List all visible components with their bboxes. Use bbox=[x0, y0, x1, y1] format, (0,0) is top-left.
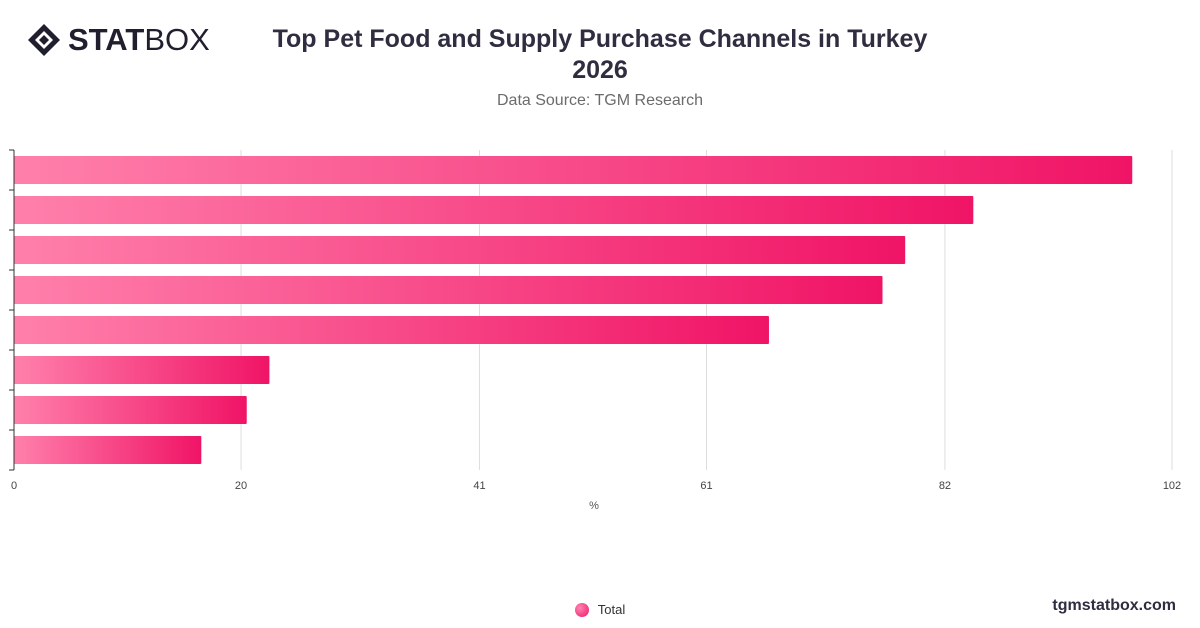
bar-7[interactable] bbox=[14, 396, 247, 424]
x-tick-label-61: 61 bbox=[700, 480, 712, 492]
statbox-diamond-icon bbox=[28, 24, 60, 56]
statbox-logo: STATBOX bbox=[26, 22, 210, 58]
legend-label-total: Total bbox=[597, 602, 626, 617]
bar-5[interactable] bbox=[14, 316, 769, 344]
x-tick-label-20: 20 bbox=[235, 480, 247, 492]
x-tick-label-0: 0 bbox=[11, 480, 17, 492]
chart-title: Top Pet Food and Supply Purchase Channel… bbox=[250, 24, 950, 86]
footer-site-url: tgmstatbox.com bbox=[1052, 597, 1176, 614]
logo-text-light: BOX bbox=[144, 22, 210, 57]
x-tick-label-41: 41 bbox=[473, 480, 485, 492]
chart-title-line1: Top Pet Food and Supply Purchase Channel… bbox=[272, 25, 928, 53]
x-tick-label-82: 82 bbox=[939, 480, 951, 492]
bar-2[interactable] bbox=[14, 196, 974, 224]
bar-8[interactable] bbox=[14, 436, 202, 464]
bar-chart: 0 20 41 61 82 102 % bbox=[9, 149, 1181, 512]
bar-4[interactable] bbox=[14, 276, 883, 304]
bar-1[interactable] bbox=[14, 156, 1133, 184]
chart-legend[interactable]: Total bbox=[0, 602, 1200, 617]
bar-3[interactable] bbox=[14, 236, 906, 264]
x-axis-label: % bbox=[589, 500, 599, 512]
logo-text-bold: STAT bbox=[68, 22, 145, 57]
legend-marker-total bbox=[574, 602, 589, 617]
x-tick-label-102: 102 bbox=[1163, 480, 1181, 492]
chart-title-line2: 2026 bbox=[572, 56, 628, 84]
bar-6[interactable] bbox=[14, 356, 270, 384]
chart-subtitle: Data Source: TGM Research bbox=[496, 92, 703, 109]
